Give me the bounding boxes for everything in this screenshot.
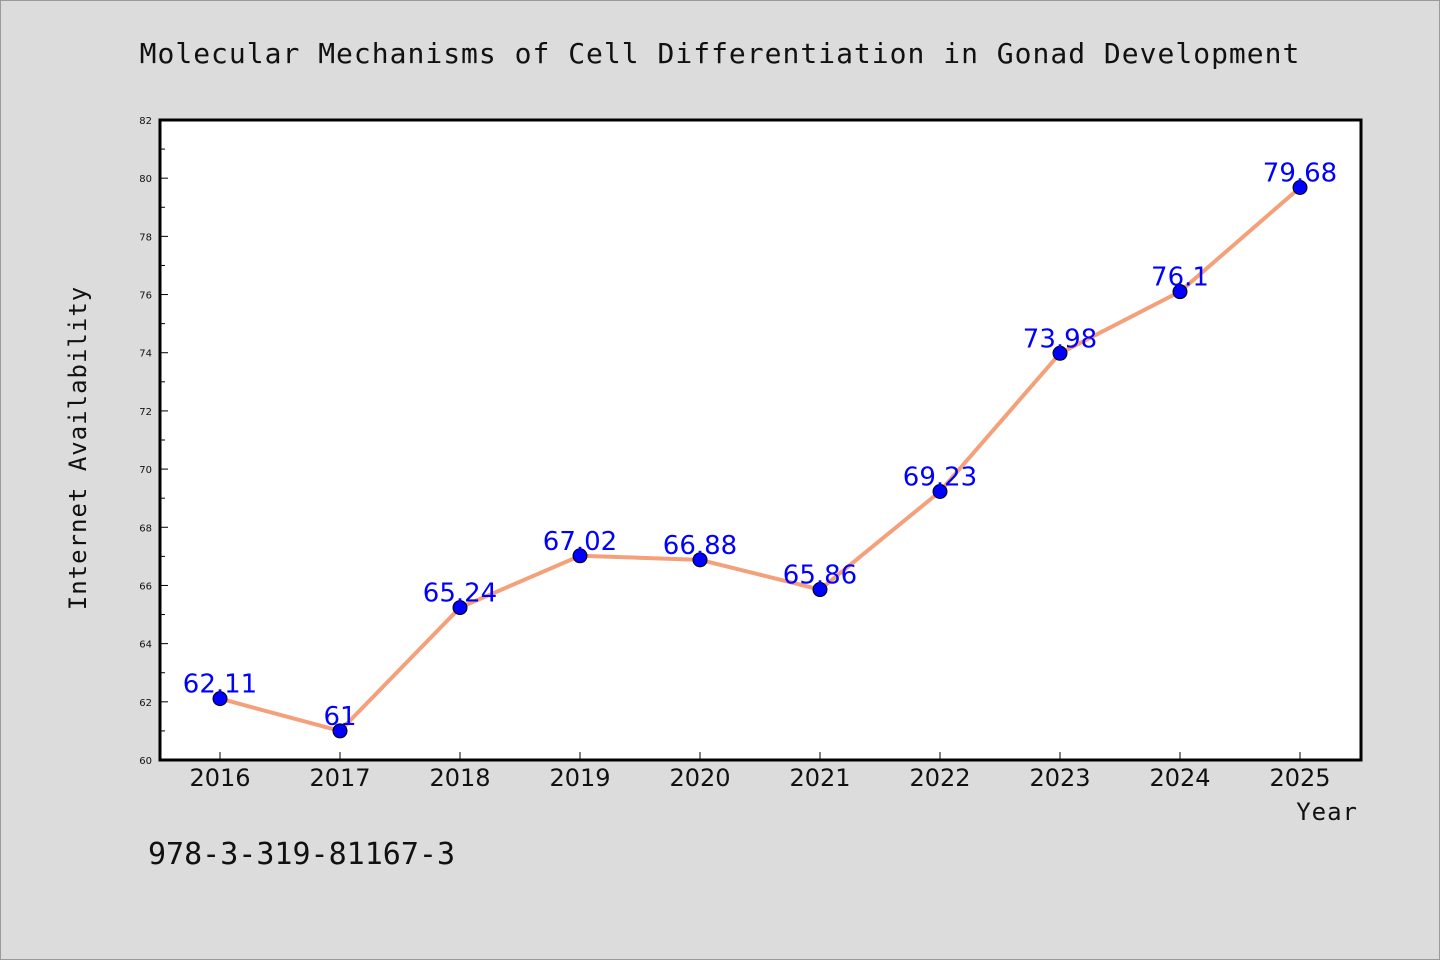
x-axis-label: Year: [1296, 798, 1358, 826]
y-tick-label: 80: [139, 174, 152, 185]
y-tick-label: 70: [139, 465, 152, 476]
y-tick-label: 62: [139, 698, 152, 709]
x-tick-label: 2018: [429, 764, 490, 792]
data-label: 65.24: [423, 579, 497, 609]
x-ticks: 2016 2017 2018 2019 2020 2021 2022 2023 2024 2025: [189, 752, 1331, 792]
x-tick-label: 2020: [669, 764, 730, 792]
data-point: [692, 552, 708, 568]
isbn-annotation: 978-3-319-81167-3: [148, 837, 455, 872]
data-point: [572, 548, 588, 564]
data-point: [212, 691, 228, 707]
data-point: [452, 600, 468, 616]
y-tick-label: 72: [139, 407, 152, 418]
data-label: 61: [323, 702, 356, 732]
x-tick-label: 2025: [1269, 764, 1330, 792]
y-ticks: 60 62 64 66 68 70 72 74 76 78 80 82: [139, 116, 168, 767]
y-tick-label: 82: [139, 116, 152, 127]
data-point: [932, 483, 948, 499]
series: 62.11 61 65.24 67.02 66.88 65.86 69.23 73.98 76.…: [183, 158, 1337, 739]
y-tick-label: 74: [139, 349, 152, 360]
x-tick-label: 2024: [1149, 764, 1210, 792]
data-point: [812, 582, 828, 598]
plot-border: [158, 118, 1363, 762]
data-label: 66.88: [663, 531, 737, 561]
data-point: [1172, 284, 1188, 300]
data-label: 67.02: [543, 527, 617, 557]
y-tick-label: 64: [139, 640, 152, 651]
x-tick-label: 2016: [189, 764, 250, 792]
data-label: 69.23: [903, 462, 977, 492]
data-point: [1052, 345, 1068, 361]
y-tick-label: 78: [139, 232, 152, 243]
y-tick-label: 60: [139, 756, 152, 767]
y-tick-label: 76: [139, 291, 152, 302]
data-point: [1292, 179, 1308, 195]
x-tick-label: 2019: [549, 764, 610, 792]
x-tick-label: 2017: [309, 764, 370, 792]
data-label: 62.11: [183, 670, 257, 700]
x-tick-label: 2022: [909, 764, 970, 792]
y-tick-label: 68: [139, 523, 152, 534]
data-label: 76.1: [1151, 263, 1209, 293]
data-label: 65.86: [783, 561, 857, 591]
x-tick-label: 2023: [1029, 764, 1090, 792]
y-tick-label: 66: [139, 581, 152, 592]
x-tick-label: 2021: [789, 764, 850, 792]
plot-area: [160, 120, 1361, 760]
chart-title: Molecular Mechanisms of Cell Differentia…: [140, 37, 1301, 70]
data-point: [332, 723, 348, 739]
data-label: 79.68: [1263, 158, 1337, 188]
data-label: 73.98: [1023, 324, 1097, 354]
y-axis-label: Internet Availability: [64, 286, 92, 610]
series-line: [219, 185, 1302, 733]
